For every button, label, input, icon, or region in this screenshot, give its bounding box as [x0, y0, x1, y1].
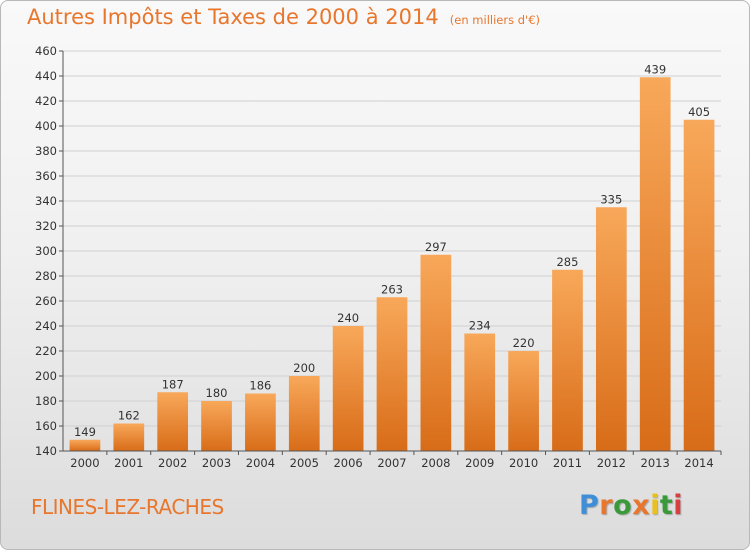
bar-2001: [113, 423, 145, 451]
y-tick-label: 340: [35, 194, 57, 208]
proxiti-logo: Proxiti: [579, 490, 683, 521]
data-label: 405: [688, 105, 710, 119]
bar-2011: [552, 269, 583, 451]
x-tick-label: 2005: [290, 456, 319, 470]
y-tick-label: 380: [35, 144, 57, 158]
logo-letter: i: [673, 490, 684, 521]
data-label: 149: [74, 425, 96, 439]
bar-2000: [69, 439, 101, 451]
data-label: 200: [293, 361, 315, 375]
bar-2005: [288, 376, 320, 451]
commune-name: FLINES-LEZ-RACHES: [31, 495, 224, 519]
x-tick-labels: 2000 2001 2002 2003 2004 2005 2006 2007 2008 2009…: [70, 451, 722, 470]
x-tick-label: 2014: [684, 456, 713, 470]
y-tick-label: 300: [35, 244, 57, 258]
y-tick-label: 460: [35, 44, 57, 58]
x-tick-label: 2000: [70, 456, 99, 470]
x-tick-label: 2002: [158, 456, 187, 470]
data-label: 335: [600, 192, 622, 206]
bar-2007: [376, 297, 408, 451]
y-tick-label: 160: [35, 419, 57, 433]
y-tick-label: 260: [35, 294, 57, 308]
chart-title: Autres Impôts et Taxes de 2000 à 2014: [27, 5, 439, 29]
y-tick-label: 360: [35, 169, 57, 183]
logo-letter: i: [650, 490, 660, 521]
x-tick-label: 2001: [114, 456, 143, 470]
data-label: 285: [556, 255, 578, 269]
x-tick-label: 2006: [333, 456, 362, 470]
data-label: 297: [425, 240, 447, 254]
y-tick-label: 420: [35, 94, 57, 108]
bar-2008: [420, 254, 452, 451]
x-tick-label: 2011: [553, 456, 582, 470]
y-tick-label: 280: [35, 269, 57, 283]
y-tick-label: 140: [35, 444, 57, 458]
data-labels: 149 162 187 180 186 200 240 263 297 234 220 285 335 4…: [74, 62, 710, 439]
y-tick-label: 180: [35, 394, 57, 408]
logo-letter: t: [659, 490, 674, 521]
data-label: 186: [249, 379, 271, 393]
y-tick-labels: 140 160 180 200 220 240 260 280 300 320 340 360 380 4…: [35, 44, 63, 458]
x-tick-label: 2009: [465, 456, 494, 470]
bar-2006: [332, 326, 364, 451]
logo-letter: x: [632, 490, 651, 521]
data-label: 439: [644, 62, 666, 76]
bar-2004: [245, 393, 276, 451]
bar-2012: [595, 207, 627, 451]
y-tick-label: 240: [35, 319, 57, 333]
x-tick-label: 2007: [377, 456, 406, 470]
bars: [69, 77, 715, 451]
title-row: Autres Impôts et Taxes de 2000 à 2014 (e…: [27, 5, 540, 29]
bar-2003: [201, 401, 232, 451]
x-tick-label: 2013: [641, 456, 670, 470]
y-tick-label: 320: [35, 219, 57, 233]
x-tick-label: 2004: [246, 456, 275, 470]
data-label: 187: [162, 377, 184, 391]
x-tick-label: 2012: [597, 456, 626, 470]
y-tick-label: 440: [35, 69, 57, 83]
data-label: 240: [337, 311, 359, 325]
data-label: 162: [118, 409, 140, 423]
data-label: 220: [513, 336, 535, 350]
data-label: 263: [381, 282, 403, 296]
x-tick-label: 2008: [421, 456, 450, 470]
logo-letter: P: [579, 490, 600, 521]
bar-2002: [157, 392, 189, 451]
y-tick-label: 220: [35, 344, 57, 358]
y-tick-label: 400: [35, 119, 57, 133]
logo-letter: o: [613, 490, 633, 521]
chart-subtitle: (en milliers d'€): [449, 13, 540, 27]
bar-2014: [683, 119, 715, 451]
logo-letter: r: [599, 490, 614, 521]
x-tick-label: 2003: [202, 456, 231, 470]
bar-2009: [464, 333, 496, 451]
data-label: 234: [469, 319, 491, 333]
data-label: 180: [206, 386, 228, 400]
x-tick-label: 2010: [509, 456, 538, 470]
y-tick-label: 200: [35, 369, 57, 383]
bar-2010: [508, 351, 539, 451]
bar-2013: [639, 77, 671, 451]
